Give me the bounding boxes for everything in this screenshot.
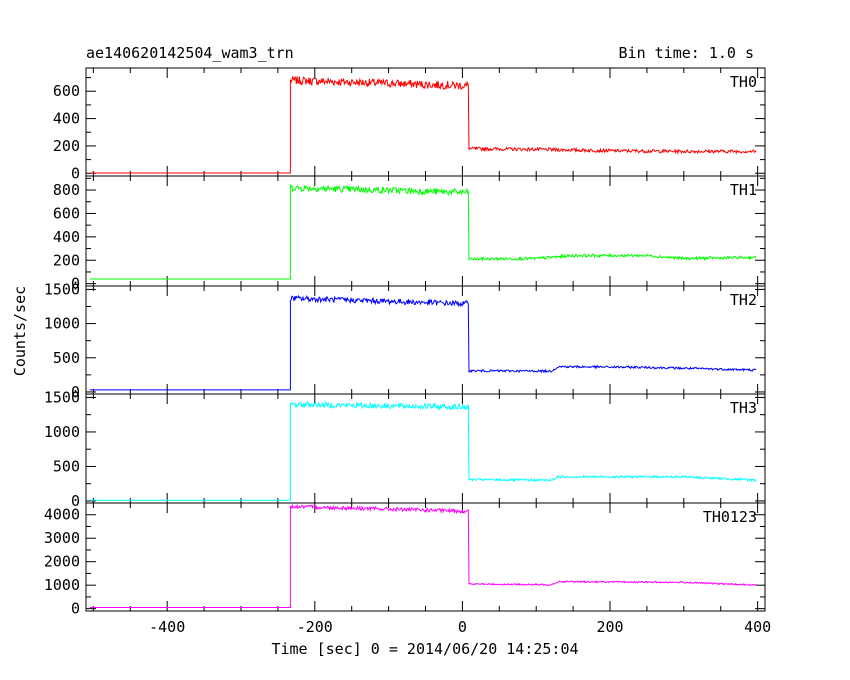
- y-tick-label: 1500: [44, 280, 80, 298]
- x-axis-label: Time [sec] 0 = 2014/06/20 14:25:04: [271, 640, 579, 658]
- y-tick-label: 3000: [44, 529, 80, 547]
- light-curve-th0123: [89, 503, 757, 608]
- plot-title: ae140620142504_wam3_trn: [86, 44, 294, 62]
- bin-time-label: Bin time: 1.0 s: [618, 44, 754, 62]
- panel-label-th3: TH3: [730, 399, 757, 417]
- x-tick-label: 0: [458, 618, 467, 636]
- y-tick-label: 0: [71, 383, 80, 401]
- panel-frame-th0123: [85, 502, 766, 612]
- y-tick-label: 500: [53, 349, 80, 367]
- panel-frame-th3: [85, 393, 766, 504]
- light-curve-th3: [89, 401, 757, 501]
- y-tick-label: 1000: [44, 423, 80, 441]
- y-tick-label: 400: [53, 228, 80, 246]
- y-tick-label: 200: [53, 137, 80, 155]
- y-tick-label: 1000: [44, 576, 80, 594]
- panel-label-th2: TH2: [730, 291, 757, 309]
- y-tick-label: 1500: [44, 388, 80, 406]
- panel-frame-th2: [85, 285, 766, 395]
- light-curve-th1: [89, 183, 757, 280]
- x-tick-label: 400: [744, 618, 771, 636]
- y-tick-label: 0: [71, 600, 80, 618]
- y-tick-label: 1000: [44, 315, 80, 333]
- light-curve-th0: [89, 76, 757, 174]
- y-tick-label: 600: [53, 82, 80, 100]
- panel-label-th0: TH0: [730, 73, 757, 91]
- y-tick-label: 0: [71, 275, 80, 293]
- panel-label-th0123: TH0123: [703, 508, 757, 526]
- panel-label-th1: TH1: [730, 181, 757, 199]
- y-tick-label: 0: [71, 492, 80, 510]
- x-tick-label: -400: [149, 618, 185, 636]
- y-tick-label: 800: [53, 181, 80, 199]
- light-curve-th2: [89, 294, 757, 391]
- y-tick-label: 4000: [44, 506, 80, 524]
- y-tick-label: 200: [53, 251, 80, 269]
- y-tick-label: 500: [53, 457, 80, 475]
- y-tick-label: 600: [53, 204, 80, 222]
- y-tick-label: 400: [53, 110, 80, 128]
- y-tick-label: 2000: [44, 553, 80, 571]
- x-tick-label: 200: [596, 618, 623, 636]
- x-tick-label: -200: [297, 618, 333, 636]
- y-tick-label: 0: [71, 164, 80, 182]
